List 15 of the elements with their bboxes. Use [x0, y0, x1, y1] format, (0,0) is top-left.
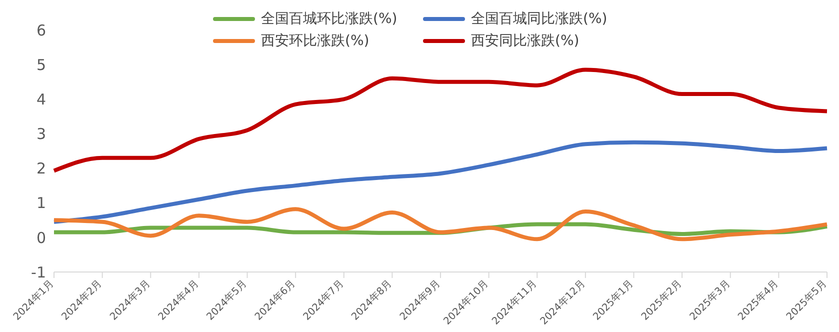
y-tick-label: 5 [36, 56, 46, 74]
y-tick-label: 0 [36, 228, 46, 247]
legend-label: 西安环比涨跌(%) [261, 32, 370, 50]
legend-label: 全国百城环比涨跌(%) [261, 10, 398, 28]
y-tick-label: -1 [31, 263, 46, 282]
legend-label: 西安同比涨跌(%) [471, 32, 580, 50]
line-series [52, 207, 829, 242]
y-tick-label: 3 [36, 125, 46, 144]
line-series [52, 140, 829, 224]
legend-label: 全国百城同比涨跌(%) [471, 10, 608, 28]
y-tick-label: 4 [36, 90, 46, 108]
y-tick-label: 6 [36, 21, 46, 40]
y-tick-label: 1 [36, 194, 46, 212]
y-tick-label: 2 [36, 160, 46, 178]
line-series [52, 68, 829, 173]
